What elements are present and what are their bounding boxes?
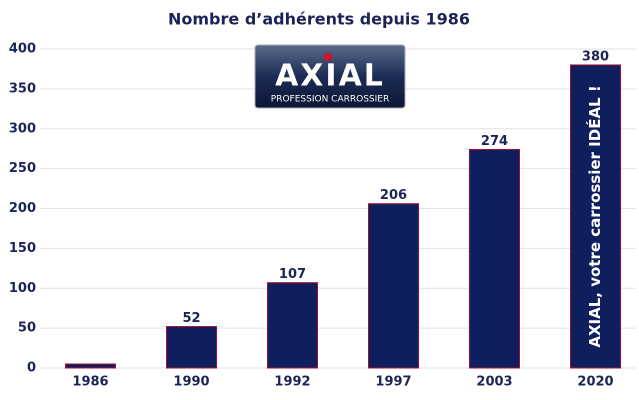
value-label: 206 bbox=[380, 188, 407, 203]
y-tick-label: 350 bbox=[9, 81, 36, 96]
bar bbox=[65, 363, 116, 369]
chart-title: Nombre d’adhérents depuis 1986 bbox=[168, 10, 470, 29]
bar bbox=[166, 326, 217, 369]
value-label: 274 bbox=[481, 134, 508, 149]
annotation: AXIAL, votre carrossier IDÉAL ! bbox=[585, 85, 604, 347]
x-tick-label: 2020 bbox=[577, 375, 613, 390]
value-label: 380 bbox=[582, 49, 609, 64]
bar bbox=[267, 282, 318, 369]
bar bbox=[368, 203, 419, 369]
x-tick-label: 1997 bbox=[375, 375, 411, 390]
value-label: 107 bbox=[279, 267, 306, 282]
value-label: 52 bbox=[182, 311, 200, 326]
x-tick-label: 1986 bbox=[72, 375, 108, 390]
bar bbox=[570, 64, 621, 369]
x-tick-label: 1990 bbox=[173, 375, 209, 390]
x-tick-label: 2003 bbox=[476, 375, 512, 390]
y-tick-label: 150 bbox=[9, 241, 36, 256]
y-tick-label: 100 bbox=[9, 281, 36, 296]
y-tick-label: 400 bbox=[9, 42, 36, 57]
logo-dot bbox=[324, 53, 332, 61]
y-tick-label: 250 bbox=[9, 161, 36, 176]
y-tick-label: 50 bbox=[18, 321, 36, 336]
y-tick-label: 200 bbox=[9, 201, 36, 216]
logo: AXIAL PROFESSION CARROSSIER bbox=[254, 44, 406, 109]
logo-box bbox=[254, 44, 406, 109]
bar bbox=[469, 148, 520, 369]
y-tick-label: 300 bbox=[9, 121, 36, 136]
logo-name: AXIAL bbox=[275, 59, 385, 94]
logo-tagline: PROFESSION CARROSSIER bbox=[271, 95, 389, 105]
y-tick-label: 0 bbox=[27, 361, 36, 376]
x-tick-label: 1992 bbox=[274, 375, 310, 390]
